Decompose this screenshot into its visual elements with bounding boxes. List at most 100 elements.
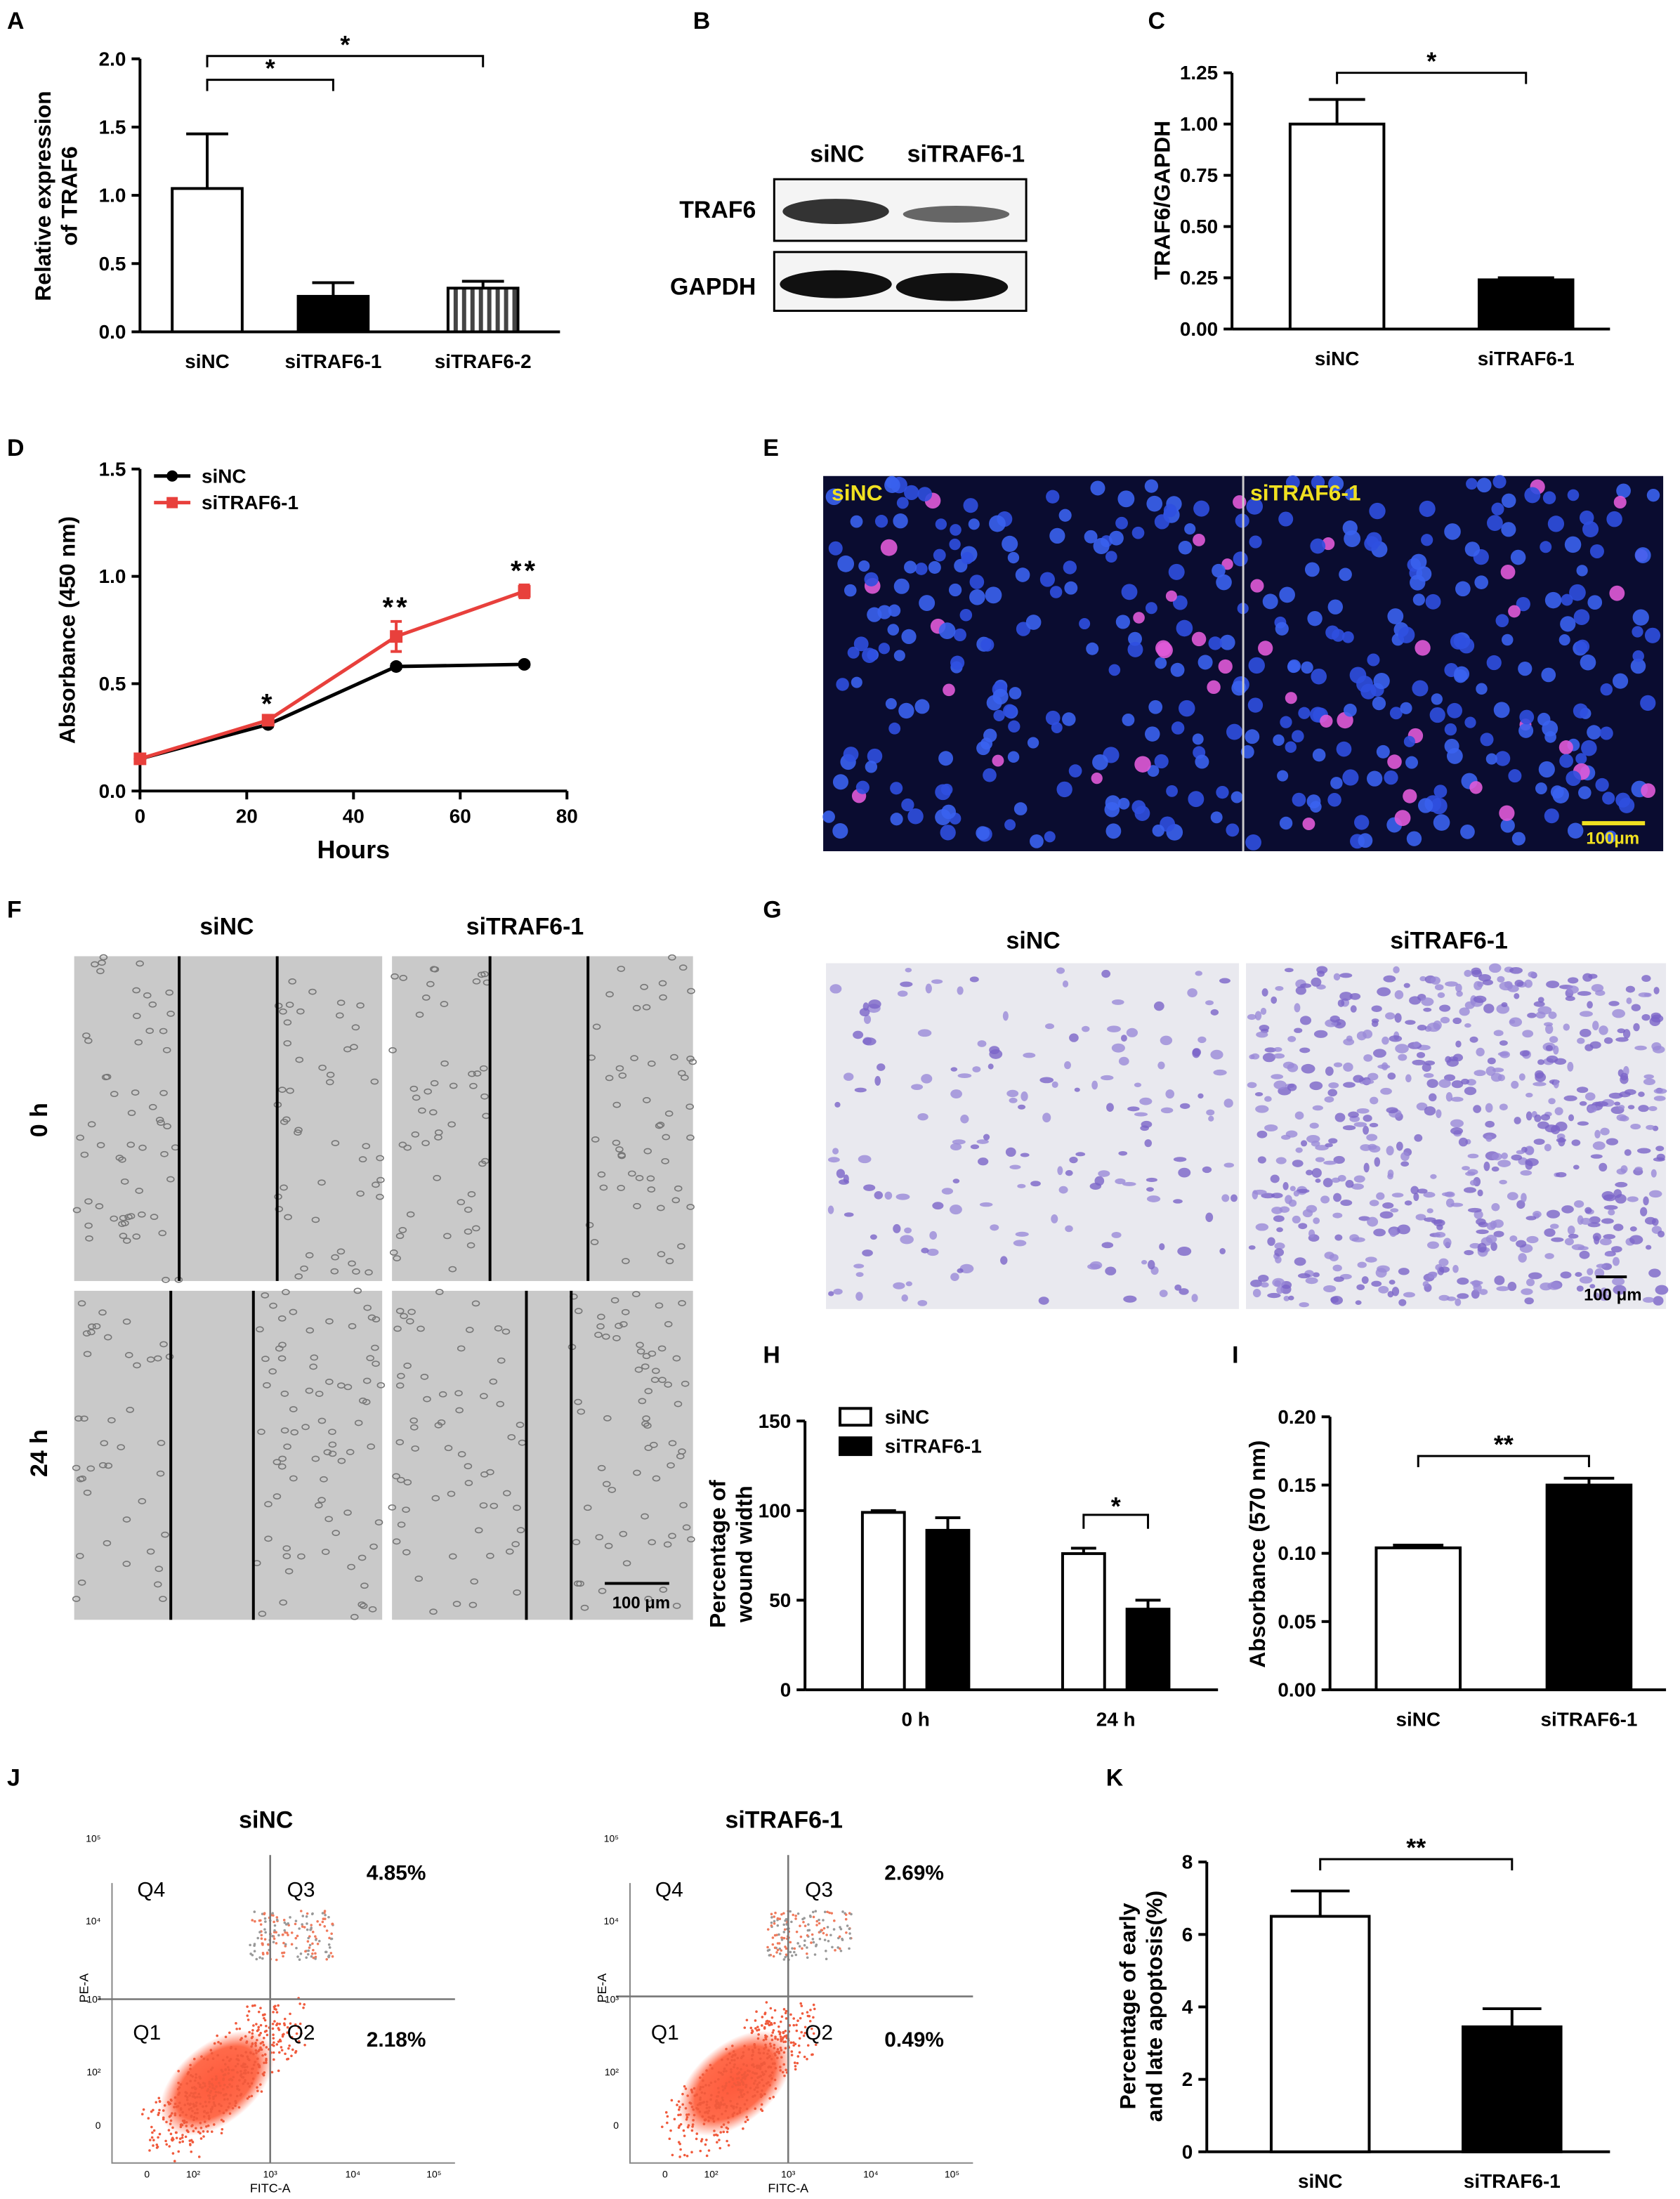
event — [231, 2106, 235, 2110]
event — [721, 2089, 725, 2092]
event — [789, 1941, 792, 1944]
cell — [76, 1134, 84, 1141]
cell — [1556, 1171, 1567, 1178]
cell — [1332, 1212, 1343, 1219]
cell — [98, 1462, 107, 1469]
event — [780, 2056, 783, 2059]
event — [771, 1936, 775, 1939]
event — [686, 2094, 689, 2097]
event — [277, 2040, 280, 2043]
event — [709, 2098, 712, 2101]
event — [759, 2057, 762, 2061]
event — [677, 2113, 680, 2117]
cell — [672, 1355, 681, 1362]
event — [678, 2155, 681, 2158]
event — [774, 2066, 777, 2070]
event — [725, 2106, 728, 2109]
column-label: siNC — [1006, 928, 1060, 954]
cell — [612, 1334, 621, 1341]
cell — [480, 971, 489, 978]
cell — [474, 1527, 483, 1534]
nucleus — [1027, 737, 1039, 749]
legend-swatch — [839, 1436, 872, 1457]
tick-label: 0 — [613, 2120, 619, 2131]
cell — [457, 1451, 466, 1457]
legend-label: siNC — [885, 1406, 930, 1428]
event — [255, 2023, 258, 2026]
nucleus — [1640, 695, 1656, 711]
event — [740, 2073, 744, 2077]
micrograph — [74, 956, 383, 1281]
y-tick-label: 0.00 — [1180, 318, 1218, 340]
event — [189, 2080, 192, 2082]
event — [681, 2103, 685, 2106]
event — [776, 1942, 780, 1945]
nucleus — [1115, 615, 1131, 629]
nucleus — [1367, 770, 1383, 787]
event — [234, 2099, 237, 2103]
event — [240, 2064, 243, 2068]
event — [830, 1912, 834, 1915]
event — [779, 2069, 782, 2072]
event — [806, 2011, 809, 2014]
cell — [1433, 1231, 1446, 1238]
quadrant-label: Q1 — [651, 2021, 679, 2044]
cell — [1433, 1219, 1445, 1227]
event — [761, 2024, 763, 2027]
event — [200, 2055, 203, 2059]
cell — [1604, 1252, 1614, 1257]
cell — [295, 1056, 304, 1063]
cell — [950, 1273, 959, 1282]
event — [227, 2072, 230, 2075]
nucleus — [1444, 723, 1457, 736]
cell — [455, 1407, 464, 1414]
cell — [1626, 997, 1632, 1004]
nucleus — [1615, 792, 1631, 808]
cell — [678, 1300, 686, 1306]
nucleus — [1327, 793, 1341, 807]
event — [303, 2044, 306, 2047]
cell — [1594, 1129, 1601, 1138]
event — [682, 2129, 685, 2132]
event — [712, 2120, 716, 2123]
cell — [447, 1490, 456, 1497]
cell — [884, 1191, 893, 1200]
cell — [1213, 1069, 1227, 1076]
nucleus — [914, 699, 930, 714]
nucleus — [828, 541, 843, 556]
cell — [1315, 1179, 1321, 1183]
nucleus — [1460, 824, 1475, 839]
cell — [347, 1563, 355, 1570]
cell — [103, 1073, 112, 1080]
cell — [1380, 1087, 1392, 1095]
event — [282, 1941, 285, 1945]
cell — [99, 954, 108, 961]
cell — [1457, 1277, 1469, 1285]
event — [730, 2068, 733, 2071]
event — [289, 2012, 291, 2016]
cell — [325, 1379, 334, 1385]
event — [823, 1910, 827, 1914]
event — [321, 1912, 324, 1915]
event — [845, 1931, 848, 1934]
event — [799, 2016, 802, 2020]
cell — [154, 1581, 162, 1588]
cell — [1544, 1253, 1554, 1259]
cell — [1424, 1106, 1436, 1116]
event — [272, 1941, 275, 1943]
event — [306, 1928, 309, 1931]
cell — [1617, 1028, 1626, 1034]
cell — [264, 1501, 273, 1508]
event — [226, 2066, 230, 2069]
event — [742, 2127, 744, 2130]
event — [151, 2131, 154, 2134]
cell — [950, 1143, 962, 1151]
nucleus — [1429, 707, 1445, 723]
cell — [960, 1115, 969, 1124]
cell — [1252, 1189, 1267, 1195]
nucleus — [1502, 634, 1514, 646]
event — [733, 2082, 736, 2085]
cell — [657, 1345, 667, 1352]
bar — [1462, 2025, 1563, 2153]
event — [770, 2071, 774, 2074]
